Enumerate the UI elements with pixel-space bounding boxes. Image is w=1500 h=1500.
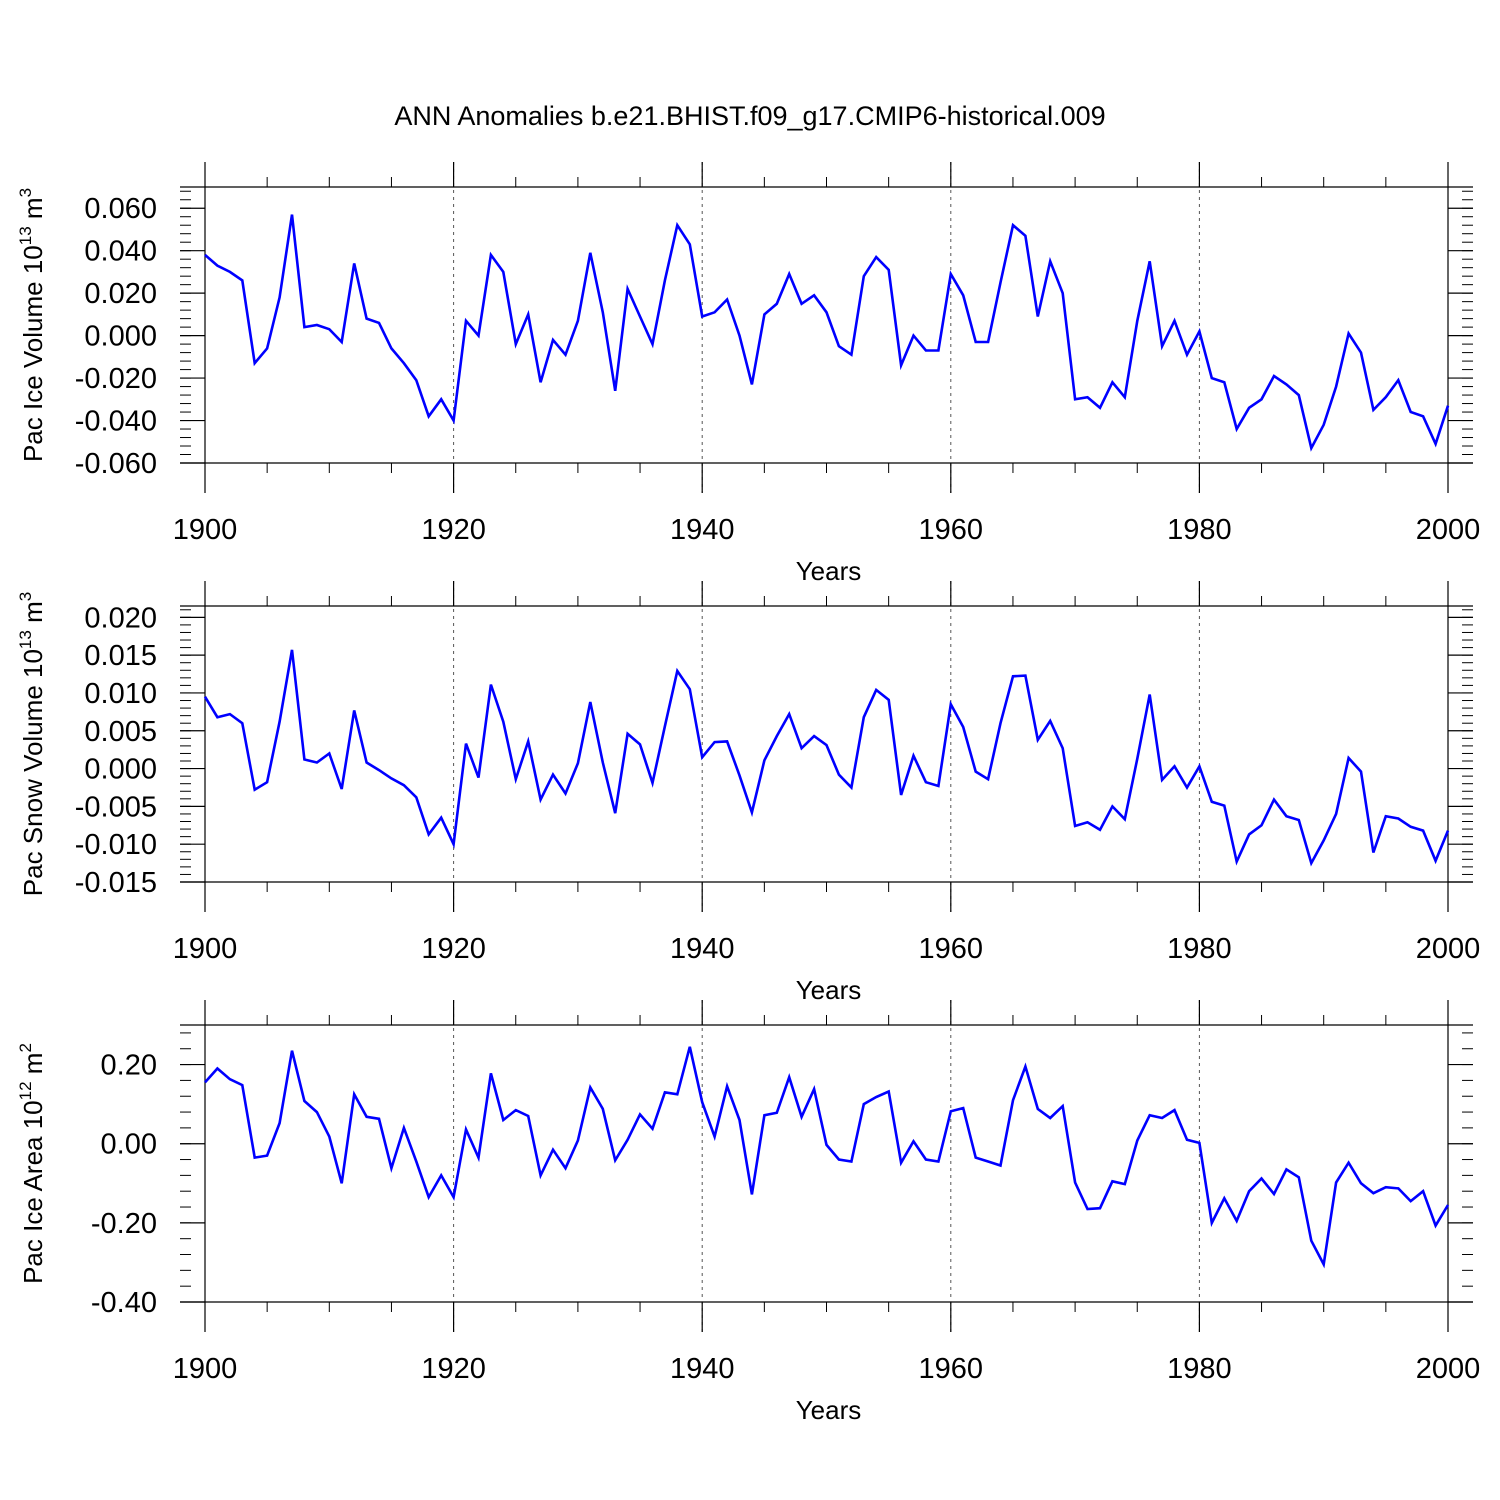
y-axis-label: Pac Snow Volume 1013 m3: [16, 592, 48, 896]
y-axis-label: Pac Ice Volume 1013 m3: [16, 188, 48, 462]
x-tick-label: 1900: [173, 1353, 238, 1385]
y-tick-label: -0.40: [91, 1287, 157, 1319]
x-tick-label: 1940: [670, 933, 735, 965]
x-axis-label: Years: [796, 556, 862, 586]
x-tick-label: 1980: [1167, 933, 1232, 965]
series-line-pac-ice-area: [204, 1046, 1450, 1269]
y-tick-label: -0.015: [75, 867, 157, 899]
x-tick-label: 1980: [1167, 514, 1232, 546]
y-tick-label: -0.040: [75, 406, 157, 438]
y-tick-label: 0.000: [84, 321, 157, 353]
y-tick-label: 0.015: [84, 640, 157, 672]
x-tick-label: 1960: [919, 1353, 984, 1385]
y-tick-label: 0.005: [84, 716, 157, 748]
figure-title: ANN Anomalies b.e21.BHIST.f09_g17.CMIP6-…: [394, 101, 1105, 131]
y-tick-label: -0.060: [75, 448, 157, 480]
x-tick-label: 1920: [421, 514, 486, 546]
y-axis-label: Pac Ice Area 1012 m2: [16, 1043, 48, 1284]
y-tick-label: 0.060: [84, 193, 157, 225]
y-tick-label: -0.005: [75, 791, 157, 823]
y-tick-label: 0.020: [84, 278, 157, 310]
x-tick-label: 1920: [421, 1353, 486, 1385]
x-tick-label: 1940: [670, 514, 735, 546]
chart-panel-1: 1900 1920 1940 1960 1980 2000 Years -0.060 -0.04…: [16, 162, 1480, 586]
x-axis-label: Years: [796, 975, 862, 1005]
x-axis-label: Years: [796, 1395, 862, 1425]
y-tick-label: 0.20: [101, 1050, 157, 1082]
y-tick-label: 0.040: [84, 236, 157, 268]
chart-panel-3: 1900 1920 1940 1960 1980 2000 Years -0.40 -0.20 0…: [16, 1000, 1480, 1425]
x-tick-label: 1920: [421, 933, 486, 965]
series-line-pac-ice-volume: [204, 214, 1450, 452]
chart-panel-2: 1900 1920 1940 1960 1980 2000 Years -0.015 -0.01…: [16, 581, 1480, 1005]
x-tick-label: 1900: [173, 933, 238, 965]
x-tick-label: 1940: [670, 1353, 735, 1385]
y-tick-label: -0.20: [91, 1208, 157, 1240]
y-tick-label: 0.020: [84, 602, 157, 634]
y-tick-label: 0.00: [101, 1129, 157, 1161]
y-tick-label: 0.000: [84, 754, 157, 786]
x-tick-label: 1960: [919, 514, 984, 546]
x-tick-label: 1960: [919, 933, 984, 965]
y-tick-label: 0.010: [84, 678, 157, 710]
x-tick-label: 2000: [1416, 514, 1481, 546]
x-tick-label: 2000: [1416, 1353, 1481, 1385]
y-tick-label: -0.020: [75, 363, 157, 395]
x-tick-label: 1900: [173, 514, 238, 546]
y-tick-label: -0.010: [75, 829, 157, 861]
x-tick-label: 2000: [1416, 933, 1481, 965]
series-line-pac-snow-volume: [203, 649, 1450, 867]
x-tick-label: 1980: [1167, 1353, 1232, 1385]
